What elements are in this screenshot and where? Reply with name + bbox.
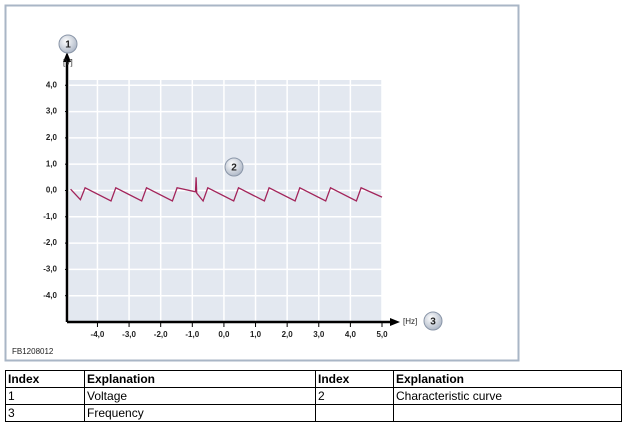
figure-code: FB1208012 xyxy=(12,347,54,356)
header-cell: Index xyxy=(315,370,394,388)
legend-table: Index Explanation Index Explanation 1 Vo… xyxy=(5,370,622,422)
chart: 4,0 3,0 2,0 1,0 0,0 -1,0 -2,0 -3,0 -4,0 -4,0 -3,0 -… xyxy=(4,4,520,362)
cell xyxy=(315,404,394,422)
callout-circle xyxy=(423,311,443,331)
y-tick-label: 0,0 xyxy=(46,186,58,195)
cell: Voltage xyxy=(84,387,316,405)
plot-area xyxy=(69,80,382,322)
cell: Characteristic curve xyxy=(393,387,622,405)
y-tick-label: -2,0 xyxy=(43,238,57,247)
x-tick-label: 0,0 xyxy=(218,330,230,339)
callout-label: 1 xyxy=(65,40,71,51)
header-cell: Explanation xyxy=(393,370,622,388)
callout-label: 2 xyxy=(231,163,237,174)
table-header: Index Explanation Index Explanation xyxy=(5,370,622,388)
x-tick-label: -4,0 xyxy=(91,330,105,339)
y-axis-label: [V] xyxy=(63,58,73,67)
x-tick-label: 3,0 xyxy=(313,330,325,339)
x-tick-label: -1,0 xyxy=(185,330,199,339)
y-axis-arrow xyxy=(63,52,71,62)
cell: Frequency xyxy=(84,404,316,422)
y-tick-label: 2,0 xyxy=(46,133,58,142)
cell: 1 xyxy=(5,387,85,405)
x-axis-label: [Hz] xyxy=(403,317,417,326)
y-tick-label: -3,0 xyxy=(43,265,57,274)
y-tick-label: 1,0 xyxy=(46,159,58,168)
curve xyxy=(70,177,383,203)
cell xyxy=(393,404,622,422)
x-tick-label: 5,0 xyxy=(376,330,388,339)
callout-circle xyxy=(224,157,244,177)
cell: 2 xyxy=(315,387,394,405)
callout-label: 3 xyxy=(430,317,436,328)
x-tick-label: 2,0 xyxy=(282,330,294,339)
header-cell: Explanation xyxy=(84,370,316,388)
table-row: 1 Voltage 2 Characteristic curve xyxy=(5,387,622,405)
y-tick-label: -4,0 xyxy=(43,291,57,300)
header-cell: Index xyxy=(5,370,85,388)
x-tick-label: 1,0 xyxy=(250,330,262,339)
y-tick-label: 3,0 xyxy=(46,107,58,116)
callout-circle xyxy=(58,34,78,54)
x-tick-label: 4,0 xyxy=(345,330,357,339)
x-tick-label: -3,0 xyxy=(122,330,136,339)
cell: 3 xyxy=(5,404,85,422)
x-axis-arrow xyxy=(390,318,400,326)
table-row: 3 Frequency xyxy=(5,404,622,422)
y-tick-label: -1,0 xyxy=(43,212,57,221)
y-tick-label: 4,0 xyxy=(46,80,58,89)
x-tick-label: -2,0 xyxy=(154,330,168,339)
